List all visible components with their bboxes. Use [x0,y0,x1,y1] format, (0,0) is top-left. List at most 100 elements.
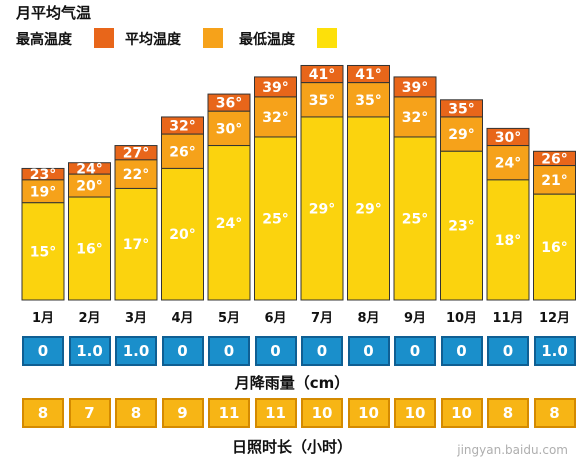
bar-label-low-4: 20° [169,227,195,243]
rainfall-cell-4: 0 [161,336,204,366]
month-label-12: 12月 [539,311,570,326]
bar-low-10 [440,150,483,301]
bar-label-avg-9: 32° [402,110,428,126]
sunshine-cell-6: 11 [254,398,297,428]
bar-avg-4 [161,133,204,169]
bar-label-high-6: 39° [262,80,288,96]
rainfall-cell-7: 0 [301,336,343,366]
sunshine-cell-9: 10 [394,398,436,428]
bar-label-avg-11: 24° [495,156,521,172]
month-label-5: 5月 [218,311,240,326]
legend-label-high: 最高温度 [16,32,72,48]
sunshine-cell-1: 8 [22,398,64,428]
bar-label-low-12: 16° [541,240,567,256]
sunshine-row: 8 7 8 9 11 11 10 10 10 10 8 8 [0,398,584,428]
bar-avg-10 [440,116,483,152]
bar-label-avg-10: 29° [448,127,474,143]
bar-low-4 [161,167,204,301]
bar-label-high-11: 30° [495,130,521,146]
sunshine-cell-5: 11 [208,398,250,428]
legend-swatch-high [94,28,114,48]
rainfall-cell-10: 0 [440,336,483,366]
bar-label-high-4: 32° [169,119,195,135]
bar-low-5 [207,145,251,301]
bar-low-11 [486,179,530,301]
rainfall-cell-6: 0 [254,336,297,366]
bar-label-low-3: 17° [123,237,149,253]
bar-low-1 [21,202,65,301]
sunshine-cell-4: 9 [161,398,204,428]
temperature-bar-chart: 23°19°15°1月24°20°16°2月27°22°17°3月32°26°2… [21,64,576,326]
legend-swatch-low [317,28,337,48]
bar-label-avg-8: 35° [355,93,381,109]
bar-label-avg-5: 30° [216,121,242,137]
sunshine-cell-11: 8 [487,398,529,428]
sunshine-cell-8: 10 [347,398,390,428]
bar-label-low-7: 29° [309,201,335,217]
bar-label-high-10: 35° [448,101,474,117]
month-label-9: 9月 [404,311,426,326]
bar-low-3 [114,187,158,301]
rainfall-cell-9: 0 [394,336,436,366]
bar-label-low-9: 25° [402,211,428,227]
bar-label-low-8: 29° [355,201,381,217]
bar-label-high-7: 41° [309,67,335,83]
legend-label-avg: 平均温度 [125,32,181,48]
bar-label-avg-1: 19° [30,184,56,200]
bar-low-7 [300,116,344,301]
bar-label-high-1: 23° [30,167,56,183]
month-label-3: 3月 [125,311,147,326]
bar-label-avg-6: 32° [262,110,288,126]
sunshine-cell-7: 10 [301,398,343,428]
bar-avg-11 [486,145,530,181]
rainfall-cell-3: 1.0 [115,336,157,366]
chart-title: 月平均气温 [16,4,92,22]
bar-label-high-3: 27° [123,146,149,162]
bar-label-low-11: 18° [495,233,521,249]
bar-label-avg-2: 20° [76,179,102,195]
month-label-2: 2月 [78,311,100,326]
rainfall-cell-11: 0 [487,336,529,366]
bar-label-high-8: 41° [355,67,381,83]
rainfall-cell-8: 0 [347,336,390,366]
bar-label-avg-12: 21° [541,173,567,189]
bar-avg-9 [393,96,437,138]
bar-low-6 [254,136,297,301]
month-label-11: 11月 [492,311,523,326]
month-label-8: 8月 [357,311,379,326]
bar-avg-6 [254,96,297,138]
sunshine-caption: 日照时长（小时） [231,438,352,456]
bar-low-12 [533,193,576,301]
bar-label-high-9: 39° [402,80,428,96]
rainfall-caption: 月降雨量（cm） [234,374,350,392]
rainfall-cell-5: 0 [208,336,250,366]
bar-label-avg-7: 35° [309,93,335,109]
sunshine-cell-10: 10 [440,398,483,428]
legend-swatch-avg [203,28,223,48]
bar-label-low-5: 24° [216,216,242,232]
bar-label-low-2: 16° [76,242,102,258]
month-label-7: 7月 [311,311,333,326]
month-label-1: 1月 [32,311,54,326]
bar-low-2 [68,196,111,301]
bar-label-low-1: 15° [30,244,56,260]
sunshine-cell-12: 8 [533,398,576,428]
rainfall-row: 0 1.0 1.0 0 0 0 0 0 0 0 0 1.0 [0,336,584,366]
bar-label-high-5: 36° [216,96,242,112]
bar-avg-8 [347,82,390,118]
bar-label-high-12: 26° [541,151,567,167]
rainfall-cell-12: 1.0 [533,336,576,366]
sunshine-cell-2: 7 [68,398,111,428]
bar-low-8 [347,116,390,301]
bar-label-low-6: 25° [262,211,288,227]
sunshine-cell-3: 8 [115,398,157,428]
bar-label-high-2: 24° [76,161,102,177]
watermark: jingyan.baidu.com [457,443,568,457]
bar-label-low-10: 23° [448,219,474,235]
legend-label-low: 最低温度 [239,32,295,48]
rainfall-cell-2: 1.0 [68,336,111,366]
month-label-4: 4月 [171,311,193,326]
bar-avg-3 [114,159,158,189]
bar-label-avg-4: 26° [169,144,195,160]
bar-low-9 [393,136,437,301]
